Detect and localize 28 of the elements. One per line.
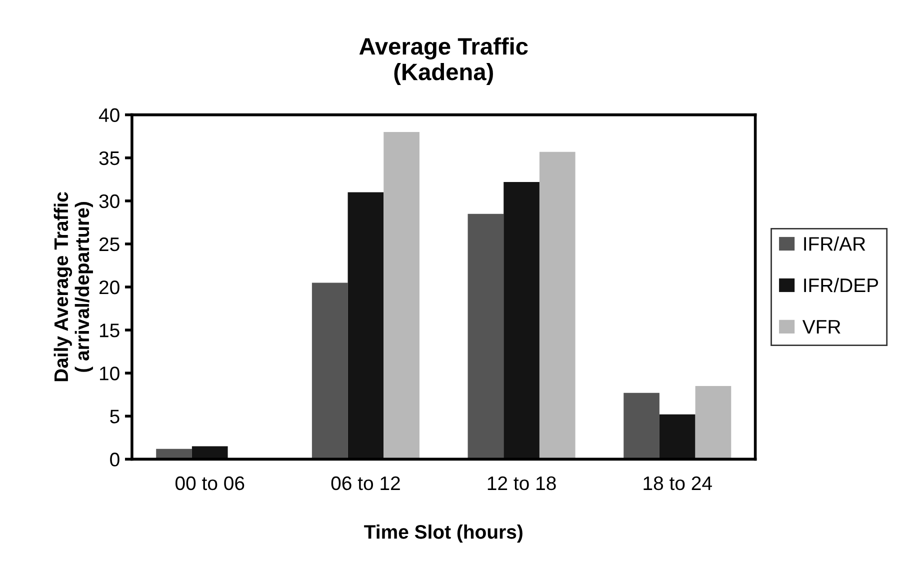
chart-title: Average Traffic (Kadena)	[359, 37, 528, 85]
legend-label: VFR	[802, 320, 840, 334]
y-tick-label: 40	[98, 108, 120, 122]
bar	[659, 414, 696, 460]
legend-label: IFR/AR	[804, 236, 866, 251]
y-tick-label: 10	[100, 366, 120, 380]
bar	[624, 392, 660, 460]
legend-label: IFR/DEP	[804, 278, 878, 292]
x-axis-title: Time Slot (hours)	[364, 524, 522, 543]
y-tick-label: 25	[99, 237, 120, 252]
y-tick-label: 15	[100, 324, 120, 338]
bar	[384, 132, 420, 460]
bar	[504, 182, 540, 460]
bar	[348, 192, 384, 460]
x-tick-label: 18 to 24	[644, 476, 712, 490]
bar	[312, 282, 348, 460]
bar	[695, 386, 732, 460]
y-tick-label: 35	[99, 151, 120, 166]
x-tick-label: 12 to 18	[488, 476, 556, 490]
y-tick-label: 30	[99, 194, 120, 208]
y-tick-label: 5	[110, 410, 120, 424]
y-tick-label: 0	[110, 452, 120, 466]
x-tick-label: 00 to 06	[175, 476, 244, 490]
bar	[539, 152, 576, 460]
bar	[468, 214, 504, 460]
x-tick-label: 06 to 12	[331, 476, 400, 490]
y-tick-label: 20	[99, 280, 120, 294]
y-axis-title: Daily Average Traffic ( arrival/departure)	[54, 192, 93, 382]
